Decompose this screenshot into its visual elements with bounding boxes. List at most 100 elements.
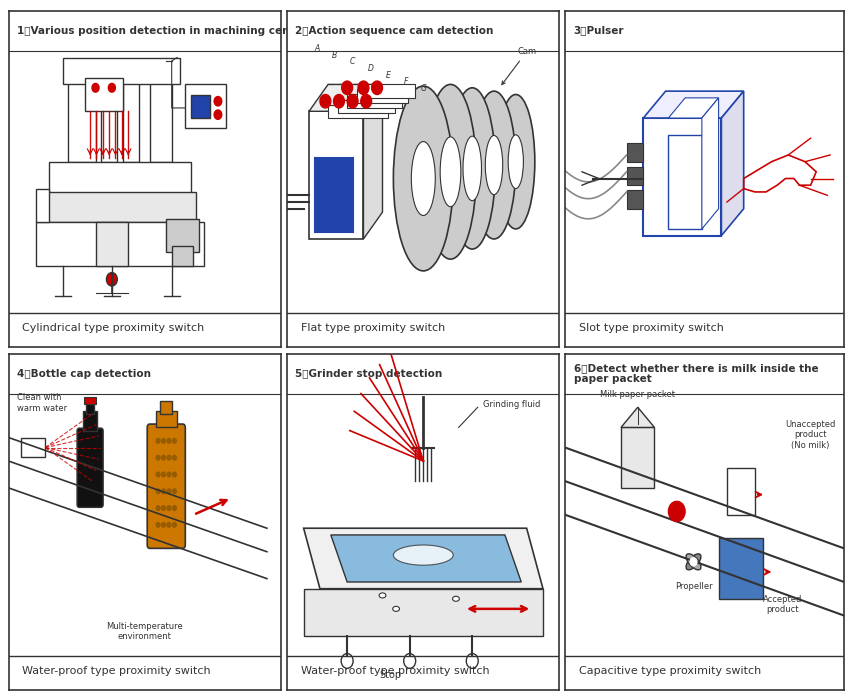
Ellipse shape xyxy=(686,554,701,570)
Text: Flat type proximity switch: Flat type proximity switch xyxy=(301,323,445,333)
Circle shape xyxy=(167,522,171,527)
FancyBboxPatch shape xyxy=(68,78,95,162)
Circle shape xyxy=(173,522,176,527)
Polygon shape xyxy=(331,535,521,582)
Text: D: D xyxy=(367,64,373,73)
Circle shape xyxy=(156,522,160,527)
Circle shape xyxy=(358,81,369,94)
Text: 1、Various position detection in machining centre: 1、Various position detection in machinin… xyxy=(17,26,306,36)
Circle shape xyxy=(173,472,176,477)
Ellipse shape xyxy=(379,593,386,598)
Text: Water-proof type proximity switch: Water-proof type proximity switch xyxy=(301,666,490,676)
Circle shape xyxy=(404,654,416,668)
Text: F: F xyxy=(404,78,408,86)
Text: 2、Action sequence cam detection: 2、Action sequence cam detection xyxy=(296,26,494,36)
FancyBboxPatch shape xyxy=(156,411,177,428)
Text: Water-proof type proximity switch: Water-proof type proximity switch xyxy=(22,666,211,676)
Circle shape xyxy=(162,522,166,527)
Circle shape xyxy=(156,438,160,443)
Ellipse shape xyxy=(452,596,459,601)
Circle shape xyxy=(320,94,331,108)
Circle shape xyxy=(173,438,176,443)
Text: Clean with
warm water: Clean with warm water xyxy=(17,393,67,412)
Circle shape xyxy=(173,455,176,460)
Circle shape xyxy=(167,472,171,477)
FancyBboxPatch shape xyxy=(626,190,643,209)
Text: Grinding fluid: Grinding fluid xyxy=(483,400,541,410)
Ellipse shape xyxy=(496,94,535,229)
FancyBboxPatch shape xyxy=(314,158,353,232)
Circle shape xyxy=(371,81,382,94)
FancyBboxPatch shape xyxy=(83,411,97,430)
FancyBboxPatch shape xyxy=(20,438,45,457)
Text: 6、Detect whether there is milk inside the
paper packet: 6、Detect whether there is milk inside th… xyxy=(574,363,819,384)
FancyBboxPatch shape xyxy=(172,246,194,266)
Text: Cylindrical type proximity switch: Cylindrical type proximity switch xyxy=(22,323,204,333)
FancyBboxPatch shape xyxy=(643,118,722,236)
FancyBboxPatch shape xyxy=(357,90,408,103)
Circle shape xyxy=(156,505,160,510)
Ellipse shape xyxy=(394,86,453,271)
Ellipse shape xyxy=(485,136,502,195)
Ellipse shape xyxy=(394,545,453,565)
Circle shape xyxy=(108,83,116,92)
Polygon shape xyxy=(303,528,543,589)
FancyBboxPatch shape xyxy=(63,57,180,85)
FancyBboxPatch shape xyxy=(86,400,94,414)
FancyBboxPatch shape xyxy=(185,85,226,128)
Circle shape xyxy=(690,558,697,566)
Circle shape xyxy=(333,94,344,108)
FancyBboxPatch shape xyxy=(190,94,210,118)
Circle shape xyxy=(668,501,685,522)
FancyBboxPatch shape xyxy=(337,99,394,113)
FancyBboxPatch shape xyxy=(44,192,196,222)
Circle shape xyxy=(167,505,171,510)
FancyBboxPatch shape xyxy=(366,85,415,98)
Polygon shape xyxy=(621,407,654,428)
Circle shape xyxy=(162,438,166,443)
FancyBboxPatch shape xyxy=(36,188,49,222)
Circle shape xyxy=(162,489,166,493)
Circle shape xyxy=(342,81,353,94)
Text: E: E xyxy=(386,71,390,80)
Ellipse shape xyxy=(393,606,400,611)
Circle shape xyxy=(162,455,166,460)
FancyBboxPatch shape xyxy=(85,78,122,111)
Polygon shape xyxy=(643,91,744,118)
Circle shape xyxy=(156,489,160,493)
Polygon shape xyxy=(722,91,744,236)
FancyBboxPatch shape xyxy=(122,78,139,162)
FancyBboxPatch shape xyxy=(36,222,204,266)
FancyBboxPatch shape xyxy=(77,428,103,508)
Circle shape xyxy=(162,472,166,477)
Circle shape xyxy=(167,455,171,460)
Circle shape xyxy=(173,505,176,510)
FancyBboxPatch shape xyxy=(727,468,755,514)
Ellipse shape xyxy=(473,91,516,239)
FancyBboxPatch shape xyxy=(626,167,643,186)
FancyBboxPatch shape xyxy=(668,135,702,229)
Circle shape xyxy=(167,438,171,443)
Text: Propeller: Propeller xyxy=(675,582,712,591)
Text: Capacitive type proximity switch: Capacitive type proximity switch xyxy=(579,666,762,676)
Text: C: C xyxy=(350,57,355,66)
Polygon shape xyxy=(702,98,718,229)
FancyBboxPatch shape xyxy=(101,78,117,162)
Circle shape xyxy=(167,489,171,493)
FancyBboxPatch shape xyxy=(303,589,543,636)
Ellipse shape xyxy=(425,85,476,259)
Circle shape xyxy=(156,455,160,460)
FancyBboxPatch shape xyxy=(621,428,654,488)
Text: G: G xyxy=(421,84,426,93)
Ellipse shape xyxy=(449,88,496,249)
Circle shape xyxy=(347,94,358,108)
FancyBboxPatch shape xyxy=(147,424,185,548)
Circle shape xyxy=(360,94,371,108)
Ellipse shape xyxy=(411,141,435,216)
FancyBboxPatch shape xyxy=(347,94,401,108)
Text: Multi-temperature
environment: Multi-temperature environment xyxy=(106,622,183,641)
Circle shape xyxy=(162,505,166,510)
Circle shape xyxy=(467,654,479,668)
Text: A: A xyxy=(314,44,320,52)
Text: Cam: Cam xyxy=(502,47,536,85)
